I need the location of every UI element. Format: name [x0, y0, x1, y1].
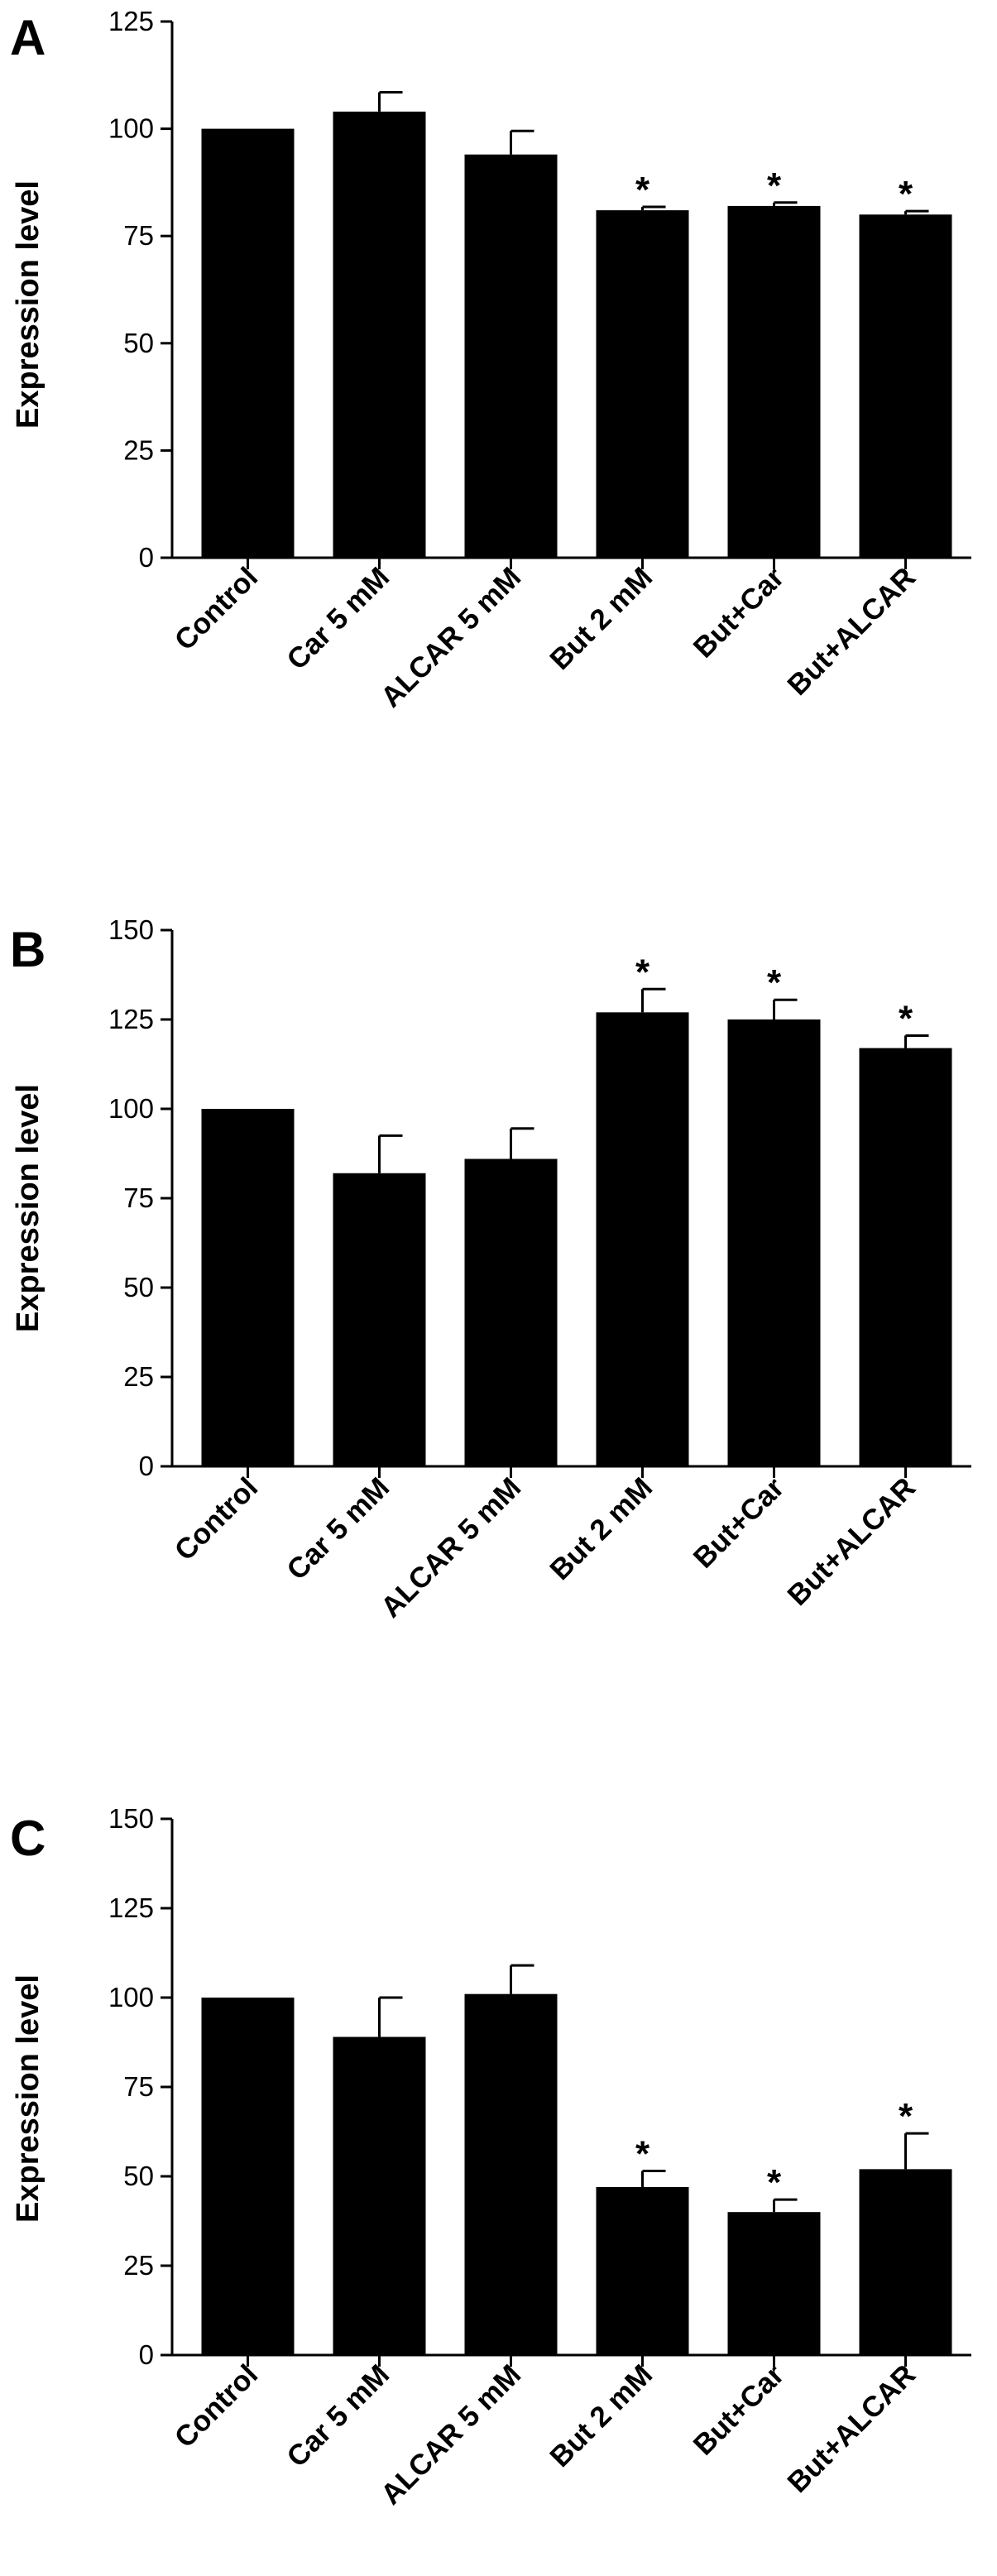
y-tick-label: 125: [108, 1892, 154, 1923]
x-tick-label: But+ALCAR: [781, 2358, 922, 2499]
x-tick-label: Car 5 mM: [280, 2358, 395, 2473]
panel-label: B: [10, 922, 46, 977]
bar: [859, 1048, 952, 1466]
x-tick-label: ALCAR 5 mM: [375, 561, 527, 713]
panel-label: C: [10, 1811, 46, 1866]
y-tick-label: 150: [108, 1803, 154, 1834]
x-tick-label: Control: [169, 1471, 265, 1567]
significance-label: *: [899, 998, 913, 1039]
y-tick-label: 0: [139, 1451, 154, 1481]
panel-a: A Expression level 0 25 50 75 100 125 Control C…: [10, 6, 971, 713]
y-axis-title: Expression level: [11, 180, 46, 429]
x-tick-label: But 2 mM: [544, 561, 659, 676]
x-tick-label: But 2 mM: [544, 2358, 659, 2473]
x-tick-label: But+ALCAR: [781, 561, 922, 702]
y-tick-label: 100: [108, 1982, 154, 2012]
x-tick-label: Car 5 mM: [280, 561, 395, 676]
y-tick-label: 50: [123, 2161, 154, 2191]
x-tick-label: But+Car: [688, 1471, 791, 1575]
y-tick-label: 150: [108, 914, 154, 945]
y-tick-label: 75: [123, 2071, 154, 2102]
x-tick-label: Car 5 mM: [280, 1471, 395, 1586]
y-tick-label: 50: [123, 328, 154, 358]
bar: [464, 1993, 558, 2355]
y-tick-label: 125: [108, 6, 154, 36]
bar: [201, 128, 295, 559]
x-tick-label: But+Car: [688, 561, 791, 664]
y-tick-label: 25: [123, 1361, 154, 1392]
bar: [596, 2186, 689, 2355]
significance-label: *: [899, 174, 913, 214]
bar: [464, 154, 558, 559]
y-tick-label: 100: [108, 1093, 154, 1124]
y-tick-label: 25: [123, 434, 154, 465]
y-tick-label: 125: [108, 1004, 154, 1034]
bar: [859, 214, 952, 558]
y-tick-label: 50: [123, 1272, 154, 1302]
significance-label: *: [767, 165, 782, 206]
bar: [201, 1998, 295, 2355]
y-tick-label: 0: [139, 2339, 154, 2370]
bar: [201, 1109, 295, 1466]
significance-label: *: [767, 2162, 782, 2203]
bar: [333, 2036, 426, 2355]
bar: [464, 1158, 558, 1466]
significance-label: *: [635, 170, 650, 210]
bar: [333, 1173, 426, 1466]
y-axis-title: Expression level: [11, 1084, 46, 1332]
x-tick-label: But+ALCAR: [781, 1471, 922, 1612]
panel-label: A: [10, 10, 46, 65]
bar: [596, 1012, 689, 1466]
bar: [859, 2169, 952, 2355]
y-tick-label: 25: [123, 2250, 154, 2281]
x-tick-label: ALCAR 5 mM: [375, 2358, 527, 2511]
x-tick-label: But 2 mM: [544, 1471, 659, 1586]
bar: [333, 111, 426, 558]
panel-c: C Expression level 0 25 50 75 100 125 150 Contr…: [10, 1803, 971, 2511]
significance-label: *: [635, 2134, 650, 2175]
bar: [727, 205, 821, 559]
significance-label: *: [767, 962, 782, 1003]
significance-label: *: [635, 952, 650, 992]
bar: [727, 2212, 821, 2355]
x-tick-label: But+Car: [688, 2358, 791, 2462]
y-tick-label: 75: [123, 1182, 154, 1213]
significance-label: *: [899, 2096, 913, 2137]
bar: [727, 1019, 821, 1466]
x-tick-label: ALCAR 5 mM: [375, 1471, 527, 1624]
y-tick-label: 75: [123, 220, 154, 251]
x-tick-label: Control: [169, 561, 265, 657]
panel-b: B Expression level 0 25 50 75 100 125 150 Contr…: [10, 914, 971, 1624]
y-tick-label: 0: [139, 542, 154, 573]
x-tick-label: Control: [169, 2358, 265, 2454]
y-axis-title: Expression level: [11, 1974, 46, 2223]
y-tick-label: 100: [108, 113, 154, 144]
bar: [596, 210, 689, 558]
